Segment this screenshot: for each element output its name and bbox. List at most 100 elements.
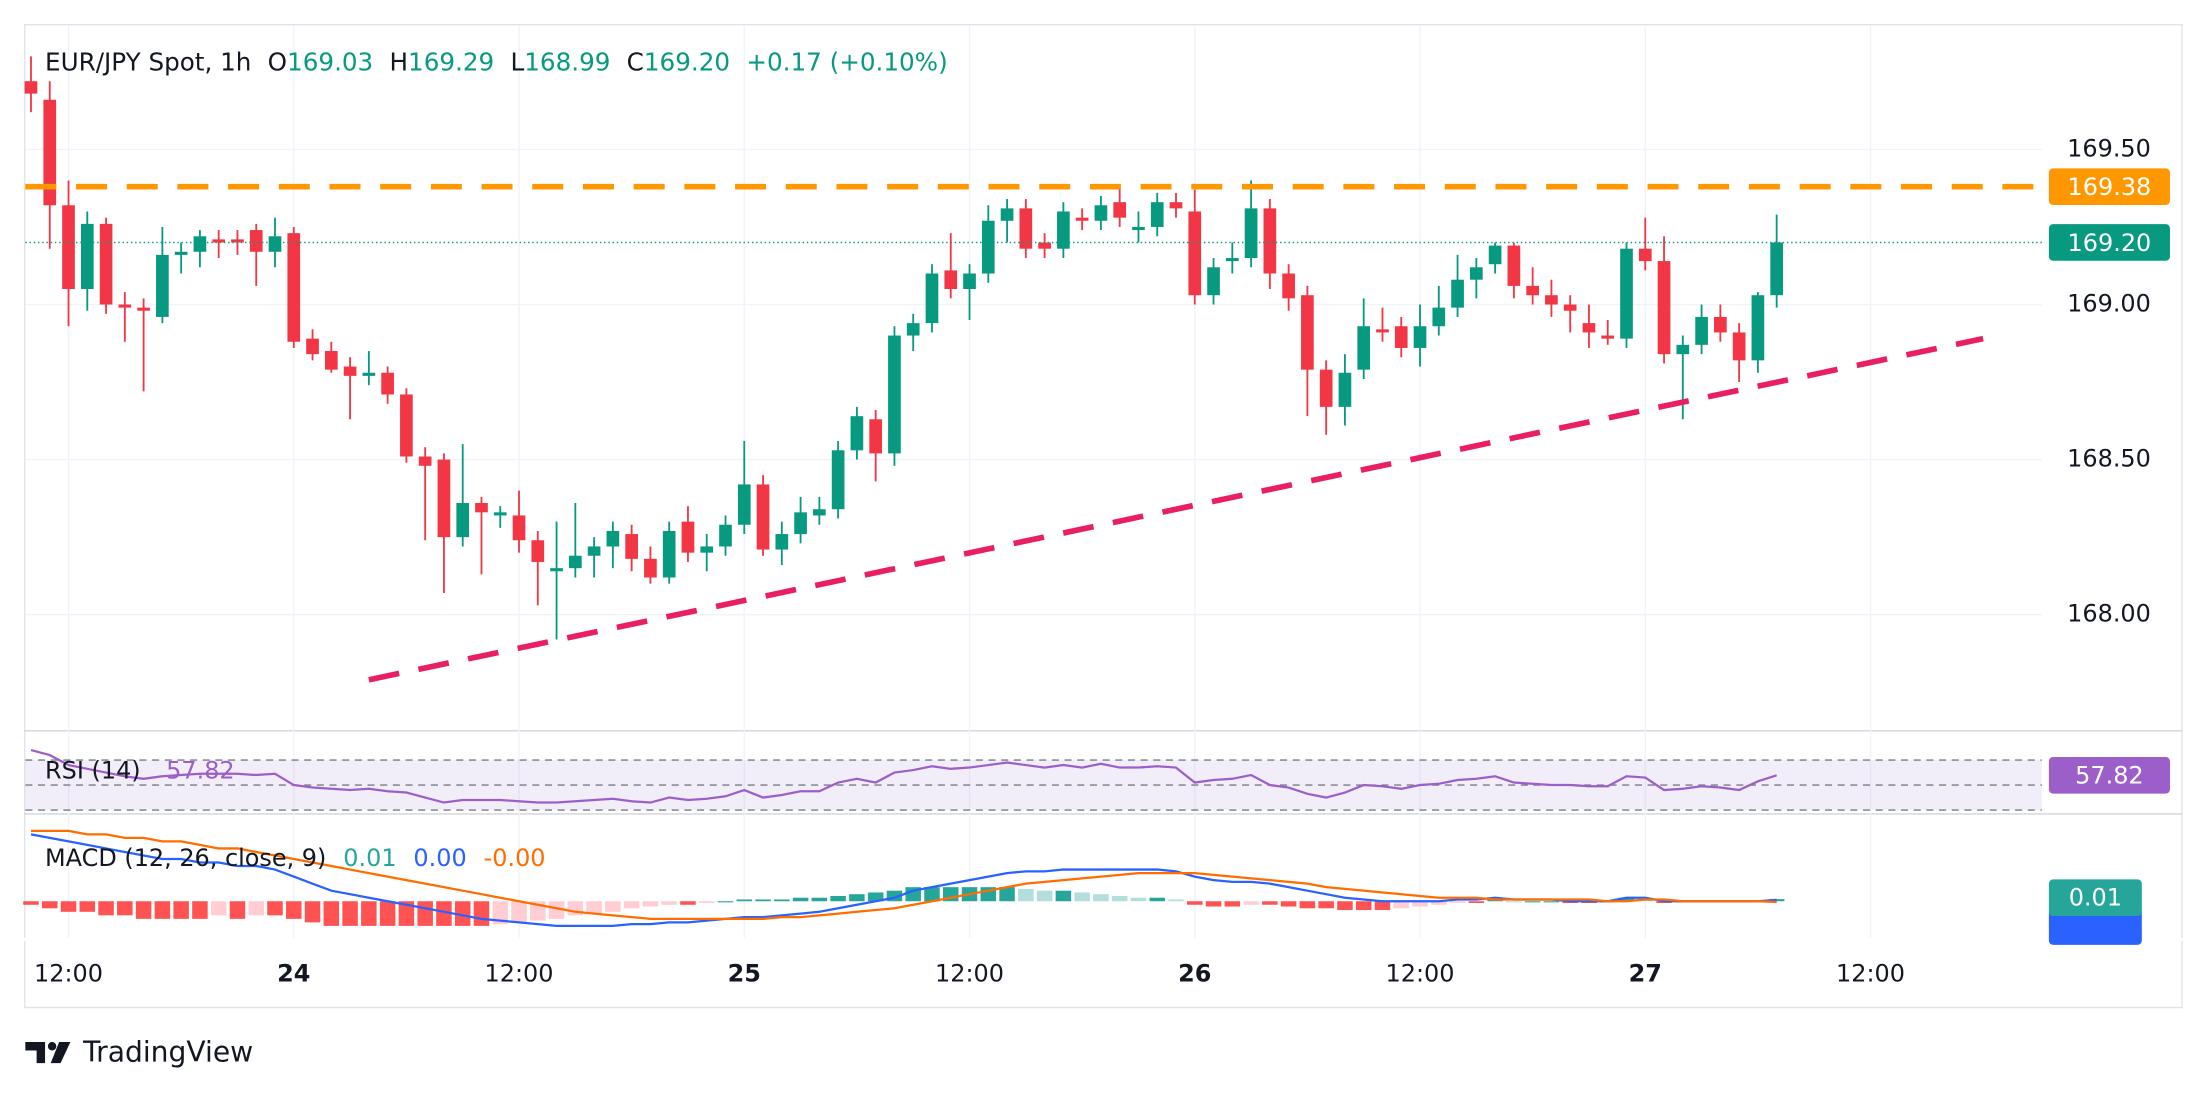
macd-histogram-bar — [717, 901, 734, 903]
trendline — [368, 335, 1984, 683]
candle-body — [737, 484, 751, 525]
macd-histogram-bar — [1149, 897, 1165, 902]
macd-histogram-bar — [192, 901, 208, 919]
level-label: 169.38 — [2068, 173, 2152, 201]
macd-histogram-bar — [1618, 897, 1635, 902]
macd-histogram-bar — [586, 901, 602, 914]
candle-body — [531, 540, 545, 562]
macd-histogram-bar — [849, 894, 865, 902]
macd-histogram-bar — [210, 901, 227, 916]
candle-body — [1038, 242, 1051, 249]
macd-histogram-bar — [323, 901, 340, 926]
candle-body — [869, 419, 883, 454]
close-value: 169.20 — [644, 47, 730, 76]
candle-body — [794, 512, 807, 535]
macd-histogram-bar — [1055, 890, 1072, 902]
macd-histogram-bar — [79, 901, 96, 912]
macd-histogram-bar — [1543, 901, 1560, 903]
macd-histogram-bar — [1130, 897, 1147, 902]
candle-body — [1732, 332, 1746, 361]
symbol: EUR/JPY Spot, 1h — [45, 47, 251, 76]
candle-body — [99, 223, 113, 305]
candle-body — [287, 233, 301, 342]
macd-histogram-bar — [229, 901, 246, 919]
candle-body — [306, 338, 319, 355]
macd-histogram-bar — [867, 892, 884, 902]
macd-histogram-bar — [1355, 901, 1372, 911]
brand-name: TradingView — [82, 1035, 253, 1068]
marks-layer — [23, 56, 2042, 928]
rsi-line — [30, 748, 1778, 804]
ohlc-letter: C — [627, 47, 644, 76]
macd-histogram-bar — [1036, 890, 1053, 902]
signal-line — [30, 829, 1777, 920]
histogram-value: 0.01 — [343, 844, 396, 872]
macd-histogram-bar — [605, 901, 621, 912]
candle-body — [249, 230, 263, 252]
candle-body — [1244, 208, 1258, 258]
candle-body — [1563, 304, 1577, 311]
candle-body — [625, 534, 638, 559]
candle-body — [1507, 245, 1521, 286]
candle-body — [193, 236, 207, 252]
macd-histogram-bar — [680, 901, 696, 905]
candle-body — [1488, 245, 1502, 265]
macd-value: 0.00 — [413, 844, 466, 872]
last-price-label-box — [2048, 224, 2170, 261]
candle-body — [925, 273, 939, 324]
candle-body — [700, 546, 714, 553]
candle-body — [1075, 217, 1089, 221]
candle-body — [1657, 261, 1671, 355]
macd-histogram-bar — [42, 901, 58, 909]
candle-body — [1469, 267, 1483, 280]
candle-body — [324, 351, 338, 370]
macd-histogram-bar — [379, 901, 396, 926]
macd-histogram-bar — [999, 887, 1015, 902]
macd-histogram-bar — [1393, 901, 1409, 909]
macd-histogram-bar — [1337, 901, 1353, 911]
x-tick-label: 25 — [728, 959, 761, 987]
candle-body — [1451, 279, 1464, 308]
macd-histogram-bar — [342, 901, 358, 926]
high-value: 169.29 — [408, 47, 494, 76]
macd-histogram-bar — [792, 897, 809, 902]
candle-body — [1357, 326, 1371, 370]
macd-histogram-bar — [436, 901, 452, 926]
macd-histogram-bar — [548, 901, 565, 919]
histogram-value-label: 0.01 — [2069, 883, 2122, 911]
candle-body — [1113, 202, 1127, 218]
macd-histogram-bar — [1468, 901, 1485, 904]
candle-body — [1000, 208, 1014, 221]
x-tick-label: 12:00 — [34, 959, 103, 987]
macd-histogram-bar — [60, 901, 77, 912]
macd-histogram-bar — [286, 901, 302, 919]
histogram-box — [2048, 879, 2142, 917]
macd-histogram-bar — [1449, 901, 1466, 904]
candle-body — [963, 273, 976, 290]
x-tick-label: 12:00 — [485, 959, 554, 987]
candle-body — [850, 416, 864, 451]
ohlc-letter: H — [390, 47, 409, 76]
candle-body — [1770, 242, 1784, 296]
candle-body — [1188, 211, 1202, 296]
candle-body — [231, 239, 244, 243]
macd-histogram-bar — [1243, 901, 1259, 905]
macd-histogram-bar — [924, 887, 940, 902]
ohlc-letter: L — [511, 47, 525, 76]
candle-body — [418, 456, 432, 466]
macd-histogram-bar — [248, 901, 264, 916]
y-tick-label: 169.00 — [2067, 290, 2151, 318]
x-tick-label: 27 — [1629, 959, 1662, 987]
candle-body — [1301, 295, 1314, 370]
candle-body — [1676, 344, 1690, 355]
rsi-value-label: 57.82 — [2075, 762, 2143, 790]
candle-body — [1132, 226, 1145, 231]
candle-body — [174, 251, 188, 255]
x-tick-label: 12:00 — [1836, 959, 1905, 987]
macd-histogram-bar — [117, 901, 133, 916]
candle-body — [1413, 326, 1427, 348]
macd-histogram-bar — [1168, 899, 1184, 902]
chart-border — [23, 23, 2183, 1009]
candle-body — [644, 558, 657, 578]
